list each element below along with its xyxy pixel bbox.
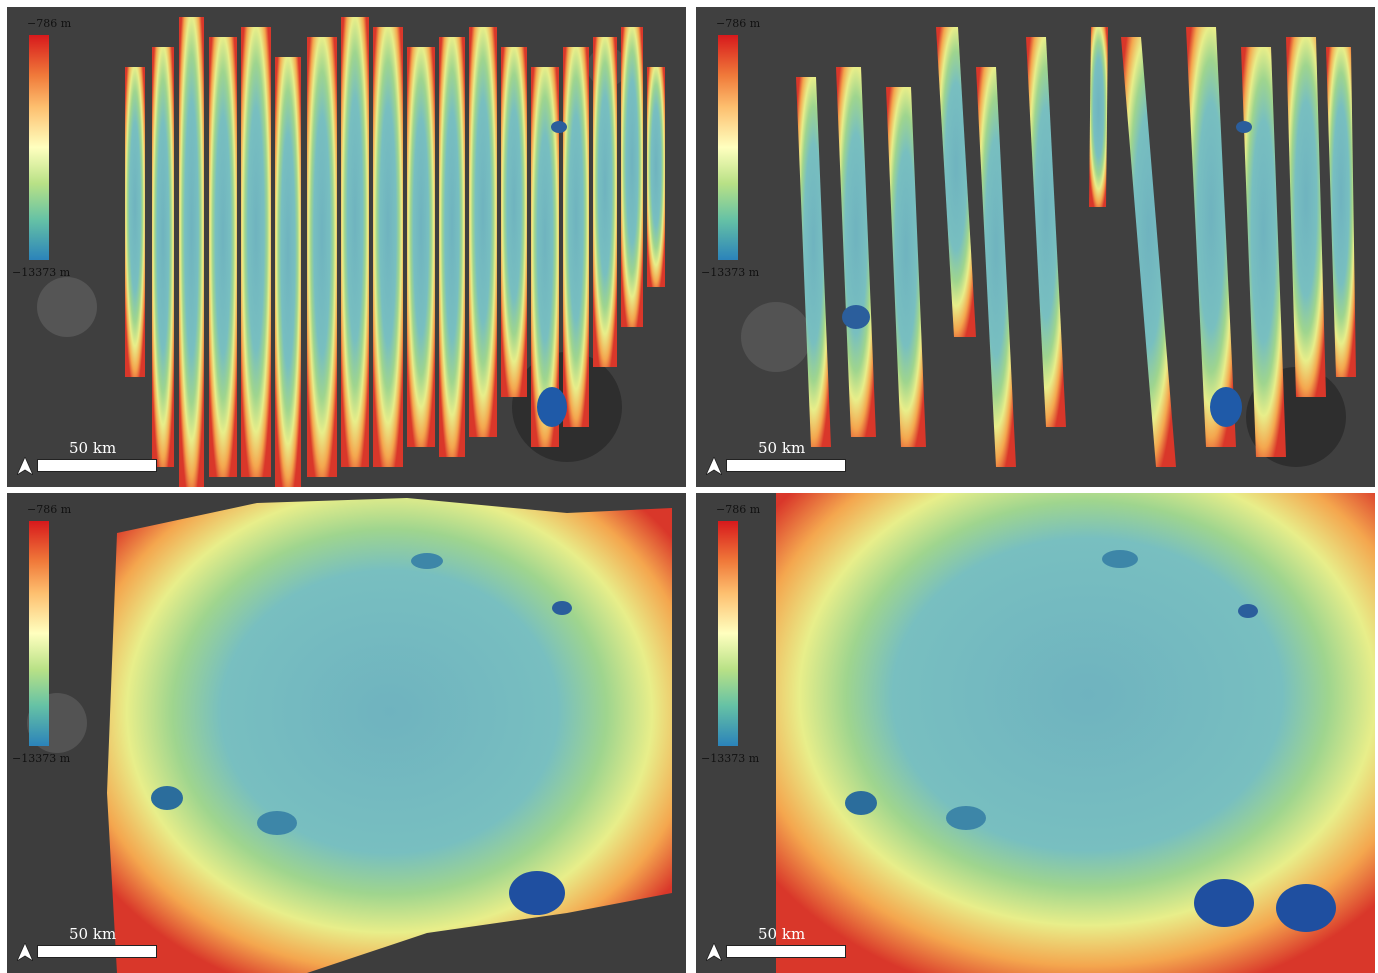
elevation-map-c	[7, 493, 686, 973]
map-panel-b: −786 m −13373 m 50 km	[696, 7, 1375, 487]
north-arrow-icon	[706, 457, 722, 475]
elevation-colorbar	[718, 521, 738, 746]
north-arrow-icon	[706, 943, 722, 961]
scale-bar-label: 50 km	[758, 925, 806, 943]
elevation-colorbar	[29, 521, 49, 746]
colorbar-min-label: −13373 m	[12, 266, 71, 279]
north-arrow-icon	[17, 943, 33, 961]
elevation-map-a	[7, 7, 686, 487]
map-panel-a: −786 m −13373 m 50 km	[7, 7, 686, 487]
colorbar-min-label: −13373 m	[12, 752, 71, 765]
scale-bar-label: 50 km	[69, 439, 117, 457]
colorbar-max-label: −786 m	[27, 17, 72, 30]
map-panel-c: −786 m −13373 m 50 km	[7, 493, 686, 973]
elevation-map-d	[696, 493, 1375, 973]
scale-bar-label: 50 km	[758, 439, 806, 457]
elevation-colorbar	[29, 35, 49, 260]
scale-bar	[37, 945, 157, 958]
map-panel-d: −786 m −13373 m 50 km	[696, 493, 1375, 973]
scale-bar	[726, 945, 846, 958]
scale-bar	[37, 459, 157, 472]
north-arrow-icon	[17, 457, 33, 475]
colorbar-min-label: −13373 m	[701, 752, 760, 765]
colorbar-max-label: −786 m	[27, 503, 72, 516]
colorbar-min-label: −13373 m	[701, 266, 760, 279]
colorbar-max-label: −786 m	[716, 503, 761, 516]
scale-bar	[726, 459, 846, 472]
elevation-map-b	[696, 7, 1375, 487]
elevation-colorbar	[718, 35, 738, 260]
scale-bar-label: 50 km	[69, 925, 117, 943]
colorbar-max-label: −786 m	[716, 17, 761, 30]
